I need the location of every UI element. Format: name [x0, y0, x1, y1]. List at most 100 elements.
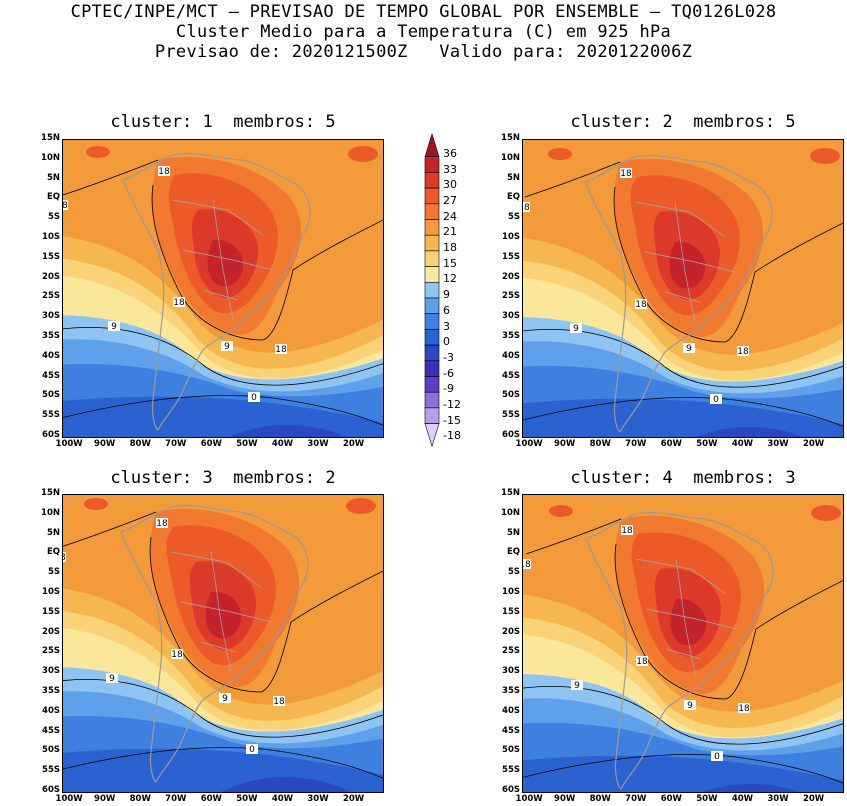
lon-axis-labels: 100W 90W 80W 70W 60W 50W 40W 30W 20W [516, 439, 842, 451]
lat-tick-label: 20S [42, 626, 60, 637]
contour-0 [523, 754, 843, 784]
colorbar-level-label: 30 [443, 178, 457, 192]
lat-tick-label: 5S [47, 567, 60, 578]
contour-label: 9 [109, 674, 115, 684]
colorbar-level-label: 0 [443, 335, 450, 349]
colorbar-level-label: 9 [443, 288, 450, 302]
colorbar-swatch [424, 250, 440, 267]
contour-label-bg [635, 299, 647, 309]
lat-tick-label: 10S [502, 587, 520, 597]
colorbar-swatch [424, 203, 440, 220]
contour-label-bg [106, 673, 118, 683]
contour-label: 18 [63, 201, 68, 211]
colorbar-swatch [424, 376, 440, 393]
contour-label-bg [246, 744, 258, 754]
lon-tick-label: 20W [342, 439, 365, 449]
lat-axis-labels: 15N 10N 5N EQ 5S 10S 15S 20S 25S 30S 35S 40S 45S 50S 5… [480, 133, 520, 440]
contour-label-bg [523, 559, 531, 569]
contour-label-bg [684, 700, 696, 710]
lat-tick-label: 25S [502, 646, 520, 657]
contour-label-bg [738, 703, 750, 713]
colorbar-swatch [424, 234, 440, 252]
contour-18 [525, 518, 843, 700]
contour-label-bg [683, 343, 695, 353]
temperature-field: 18 18 18 18 9 9 0 [523, 495, 843, 792]
contour-0 [523, 397, 843, 427]
lon-tick-label: 100W [515, 794, 543, 804]
lat-tick-label: 20S [502, 271, 520, 282]
colorbar-level-label: 27 [443, 193, 457, 207]
lat-tick-label: 50S [502, 390, 520, 401]
chart-title-line-2: Cluster Medio para a Temperatura (C) em … [175, 22, 672, 42]
contour-label: 18 [273, 697, 285, 707]
lat-tick-label: 45S [42, 725, 60, 736]
lat-tick-label: 60S [502, 785, 520, 795]
contour-label: 0 [713, 395, 719, 405]
contour-label: 9 [222, 694, 228, 704]
contour-label-bg [219, 693, 231, 703]
lat-tick-label: 35S [42, 686, 60, 696]
contour-label: 18 [158, 167, 170, 177]
colorbar-swatch [424, 156, 440, 173]
lat-tick-label: 10S [42, 232, 60, 242]
colorbar-swatch [424, 219, 440, 236]
lat-tick-label: 15N [501, 133, 520, 143]
country-borders [635, 558, 737, 680]
lat-tick-label: 40S [42, 350, 60, 361]
lon-tick-label: 30W [307, 794, 329, 804]
lat-tick-label: EQ [46, 192, 60, 203]
contour-label: 9 [686, 344, 692, 354]
lat-tick-label: 60S [502, 430, 520, 440]
lat-tick-label: 5S [507, 212, 520, 223]
contour-18 [524, 161, 843, 343]
temperature-field: 18 18 18 18 9 9 0 [63, 495, 383, 792]
lon-tick-label: 60W [660, 439, 682, 449]
colorbar-swatch [424, 329, 440, 346]
contour-label-bg [63, 552, 66, 562]
contour-label: 9 [111, 322, 117, 332]
field-band-neg3 [221, 777, 351, 792]
colorbar-swatch [424, 391, 440, 409]
contour-0 [63, 395, 383, 426]
colorbar-level-label: 18 [443, 241, 457, 255]
colorbar-level-label: -12 [443, 398, 461, 412]
lat-tick-label: 50S [42, 745, 60, 756]
colorbar-swatch [424, 282, 440, 299]
contour-label-bg [570, 323, 582, 333]
lat-tick-label: 40S [502, 705, 520, 716]
map-panel-cluster-4: 18 18 18 18 9 9 0 [522, 494, 844, 793]
lon-tick-label: 100W [55, 794, 83, 804]
lon-tick-label: 50W [696, 794, 718, 804]
panel-title-cluster-4: cluster: 4 membros: 3 [570, 468, 796, 488]
contour-label: 18 [620, 169, 632, 179]
contour-label-bg [158, 166, 170, 176]
lon-tick-label: 20W [342, 794, 365, 804]
colorbar-level-label: 6 [443, 303, 450, 317]
temperature-field: 18 18 18 18 9 9 0 [523, 140, 843, 437]
contour-label-bg [171, 649, 183, 659]
lat-tick-label: 30S [42, 666, 60, 677]
lat-tick-label: 15N [41, 488, 60, 498]
lon-tick-label: 70W [165, 439, 187, 449]
contour-label-bg [571, 680, 583, 690]
lat-tick-label: 45S [42, 370, 60, 381]
field-warm-spot [348, 146, 378, 162]
lat-tick-label: 60S [42, 785, 60, 795]
lat-tick-label: 35S [502, 331, 520, 341]
colorbar-swatch [424, 423, 440, 448]
lon-axis-labels: 100W 90W 80W 70W 60W 50W 40W 30W 20W [56, 439, 382, 451]
lat-tick-label: 15S [502, 251, 520, 262]
contour-label-bg [273, 696, 285, 706]
lat-tick-label: 40S [502, 350, 520, 361]
coastline [584, 155, 773, 433]
field-band-0 [523, 755, 843, 792]
lat-tick-label: 45S [502, 370, 520, 381]
contour-label-bg [523, 202, 530, 212]
lat-tick-label: 25S [42, 291, 60, 302]
country-borders [172, 199, 274, 321]
lat-tick-label: 15N [501, 488, 520, 498]
lon-tick-label: 100W [515, 439, 543, 449]
lat-tick-label: 10S [502, 232, 520, 242]
contour-18 [63, 511, 383, 693]
lat-tick-label: 25S [502, 291, 520, 302]
